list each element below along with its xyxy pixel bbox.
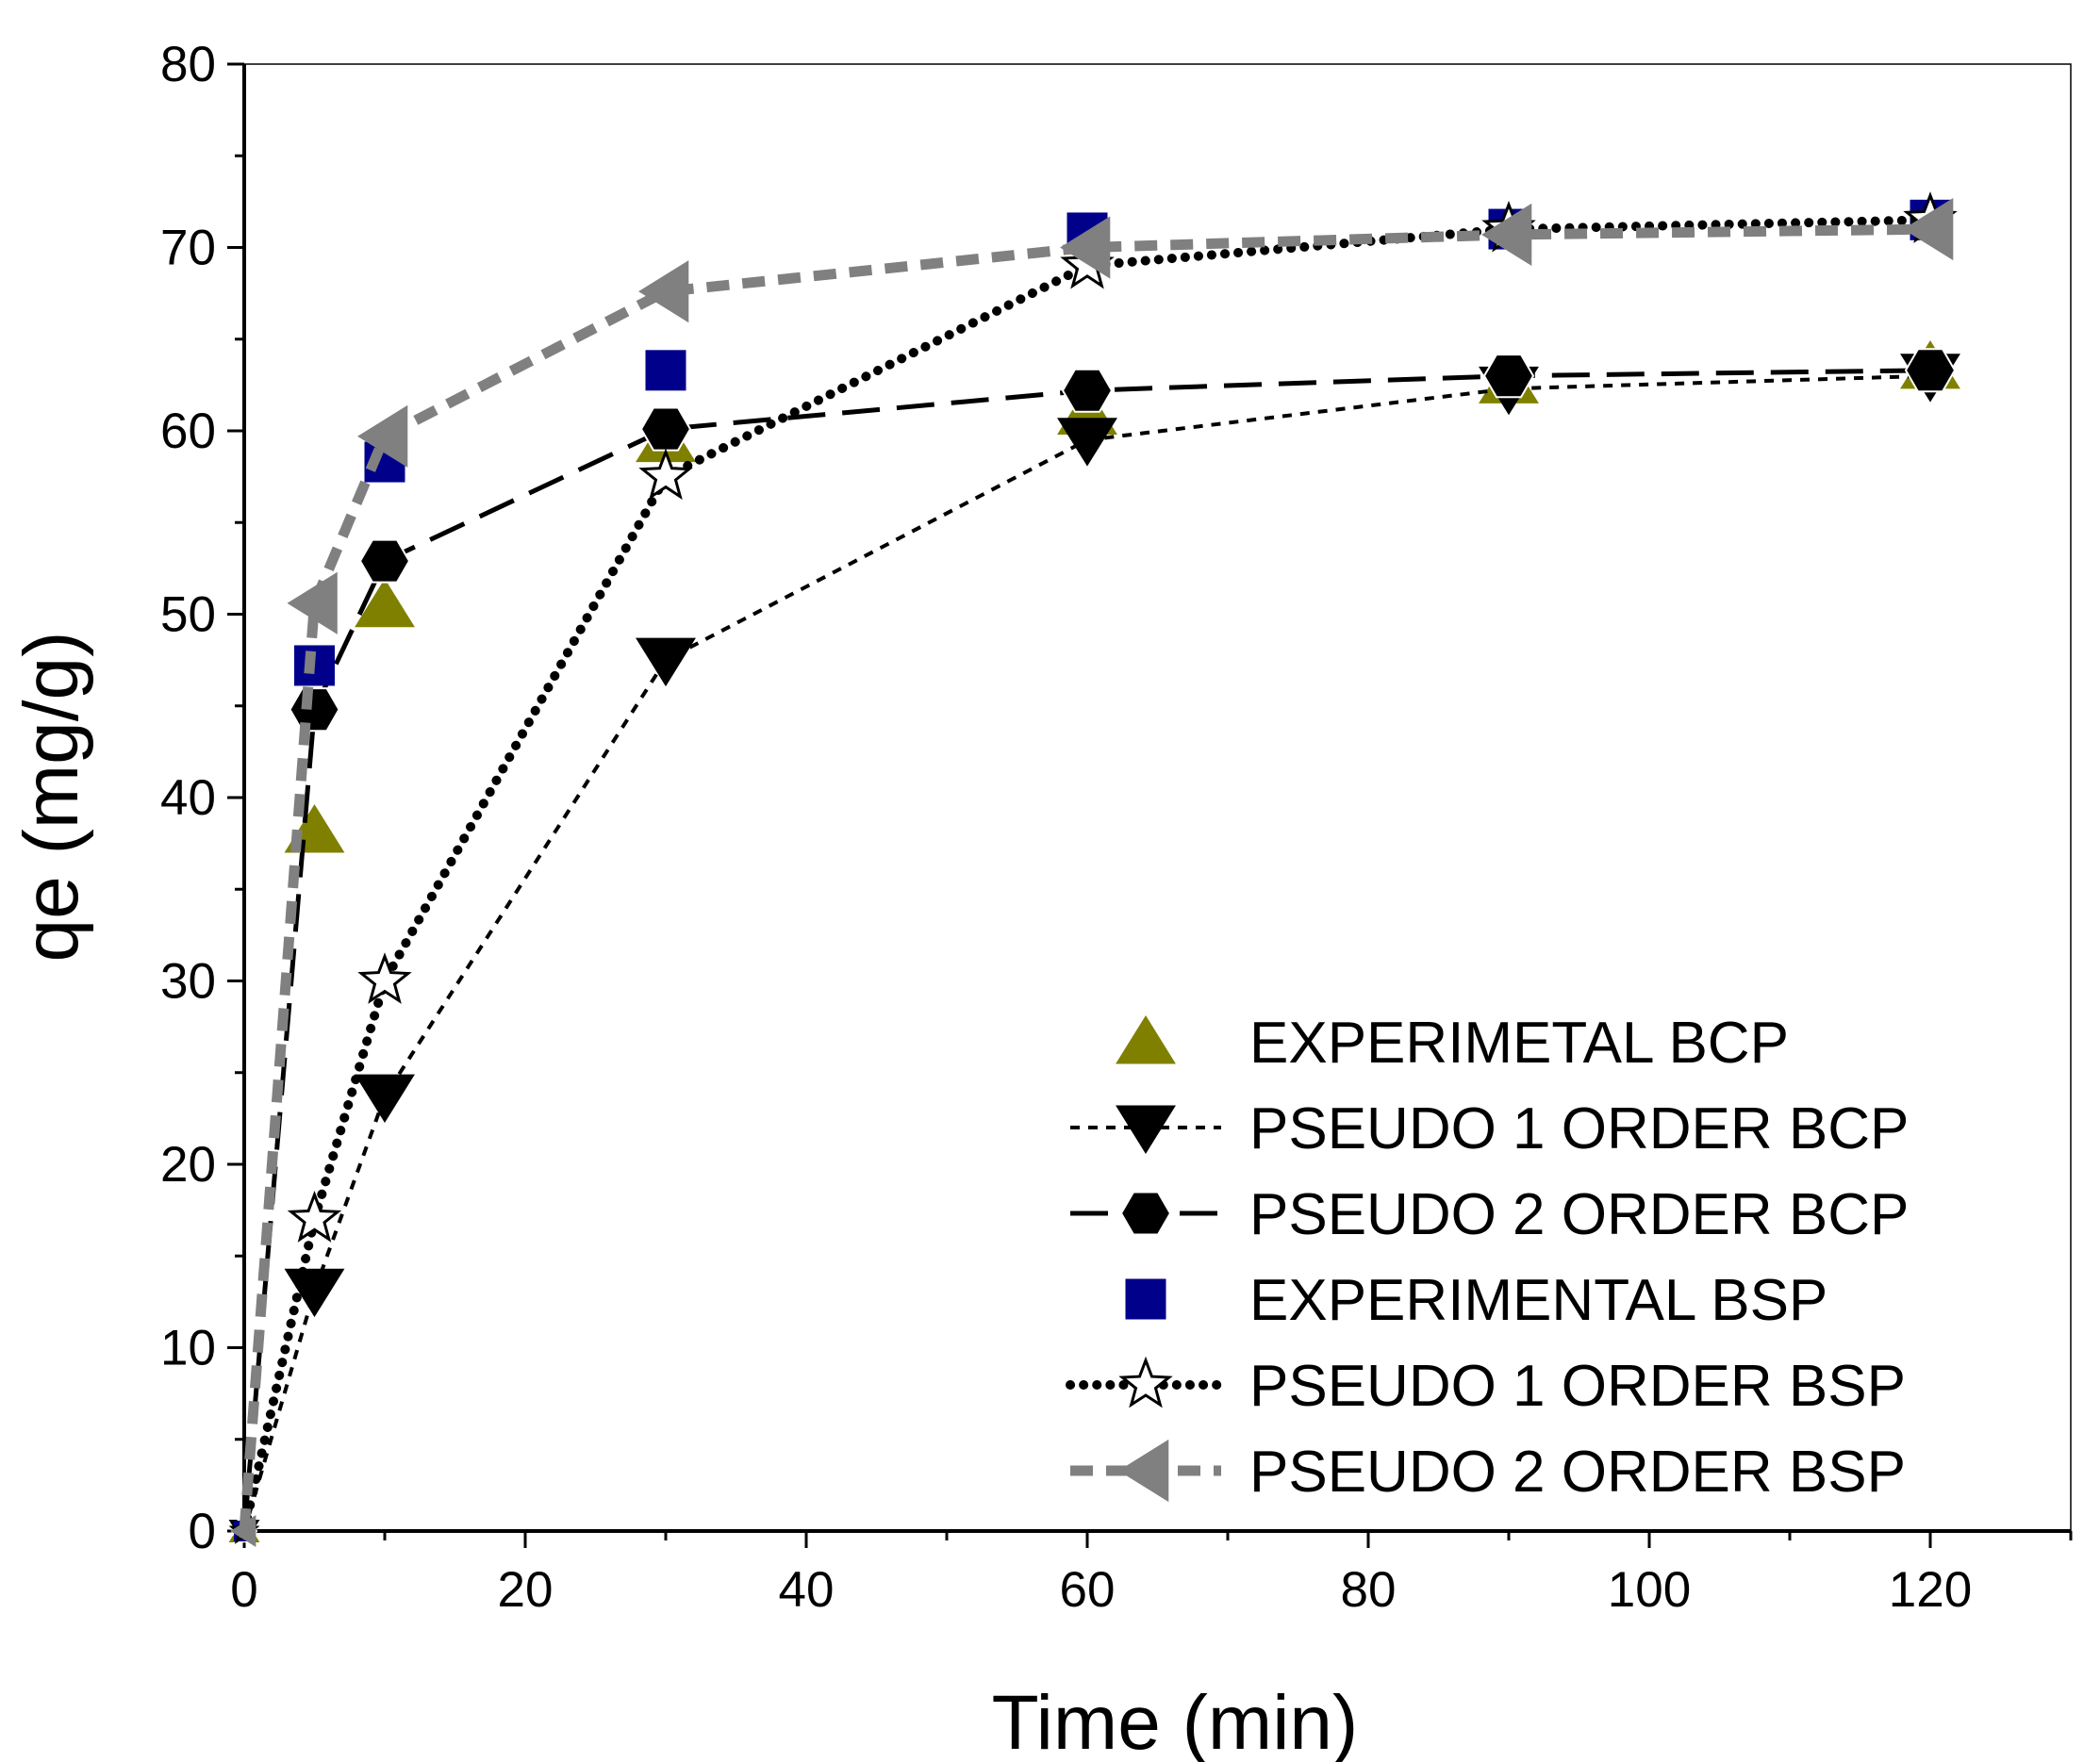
y-axis-title: qe (mg/g)	[8, 632, 94, 963]
y-tick-label: 60	[160, 403, 216, 459]
legend-entry-p1_bcp: PSEUDO 1 ORDER BCP	[1070, 1096, 1909, 1161]
data-point-p2_bcp	[1904, 348, 1957, 393]
x-tick-label: 100	[1608, 1562, 1691, 1618]
legend-entry-p2_bsp: PSEUDO 2 ORDER BSP	[1070, 1439, 1906, 1505]
legend-label-p1_bsp: PSEUDO 1 ORDER BSP	[1249, 1354, 1906, 1419]
legend-marker-p2_bsp	[1118, 1439, 1169, 1503]
data-point-p1_bsp	[638, 448, 693, 501]
x-tick-label: 60	[1060, 1562, 1116, 1618]
y-tick-label: 70	[160, 221, 216, 276]
data-point-p2_bsp	[357, 404, 408, 468]
legend-marker-p2_bcp	[1119, 1191, 1172, 1236]
data-point-p2_bsp	[287, 571, 338, 634]
legend-label-p2_bcp: PSEUDO 2 ORDER BCP	[1249, 1182, 1909, 1247]
x-tick-label: 40	[779, 1562, 835, 1618]
y-tick-label: 40	[160, 770, 216, 826]
data-point-p2_bsp	[1481, 203, 1532, 266]
data-point-p1_bcp	[355, 1074, 415, 1123]
y-tick-label: 10	[160, 1321, 216, 1376]
legend-marker-p1_bsp	[1118, 1356, 1173, 1408]
data-point-p2_bsp	[638, 260, 689, 323]
series-group	[228, 191, 1960, 1547]
data-point-p2_bcp	[639, 406, 692, 452]
y-tick-label: 30	[160, 954, 216, 1010]
series-p2_bsp	[230, 197, 1954, 1547]
legend-marker-p1_bcp	[1116, 1105, 1176, 1154]
x-tick-label: 120	[1889, 1562, 1972, 1618]
legend-marker-exp_bcp	[1116, 1015, 1176, 1064]
legend-entry-p2_bcp: PSEUDO 2 ORDER BCP	[1070, 1182, 1909, 1247]
data-point-p1_bcp	[1057, 418, 1117, 467]
y-tick-label: 20	[160, 1137, 216, 1193]
data-point-p2_bsp	[1903, 197, 1954, 261]
legend: EXPERIMETAL BCP PSEUDO 1 ORDER BCP PSEUDO …	[1066, 1011, 1909, 1505]
axes-group: 0 20 40 60 80 100 120 0 10 20 30 40 50 60 70 80	[160, 37, 2073, 1618]
x-axis-title: Time (min)	[992, 1680, 1359, 1762]
legend-entry-exp_bsp: EXPERIMENTAL BSP	[1125, 1268, 1827, 1333]
legend-label-p1_bcp: PSEUDO 1 ORDER BCP	[1249, 1096, 1909, 1161]
data-point-p2_bcp	[1482, 354, 1535, 399]
legend-label-exp_bsp: EXPERIMENTAL BSP	[1249, 1268, 1827, 1333]
y-tick-label: 0	[189, 1504, 216, 1559]
data-point-p1_bsp	[287, 1191, 342, 1243]
y-tick-label: 50	[160, 587, 216, 643]
legend-entry-p1_bsp: PSEUDO 1 ORDER BSP	[1066, 1354, 1906, 1419]
data-point-p2_bcp	[1061, 368, 1114, 413]
x-tick-label: 0	[230, 1562, 257, 1618]
series-p2_bcp	[230, 348, 1957, 1543]
legend-entry-exp_bcp: EXPERIMETAL BCP	[1116, 1011, 1789, 1076]
legend-marker-exp_bsp	[1125, 1278, 1166, 1320]
data-point-p1_bsp	[357, 952, 412, 1004]
x-tick-label: 20	[498, 1562, 554, 1618]
data-point-p2_bcp	[358, 538, 411, 584]
legend-label-exp_bcp: EXPERIMETAL BCP	[1249, 1011, 1789, 1076]
data-point-p2_bsp	[1060, 216, 1111, 279]
x-tick-label: 80	[1341, 1562, 1397, 1618]
data-point-exp_bsp	[645, 350, 686, 391]
data-point-p1_bcp	[636, 637, 696, 687]
data-point-p2_bsp	[230, 1515, 256, 1547]
data-point-exp_bcp	[355, 578, 415, 628]
legend-label-p2_bsp: PSEUDO 2 ORDER BSP	[1249, 1440, 1906, 1505]
y-tick-label: 80	[160, 37, 216, 92]
